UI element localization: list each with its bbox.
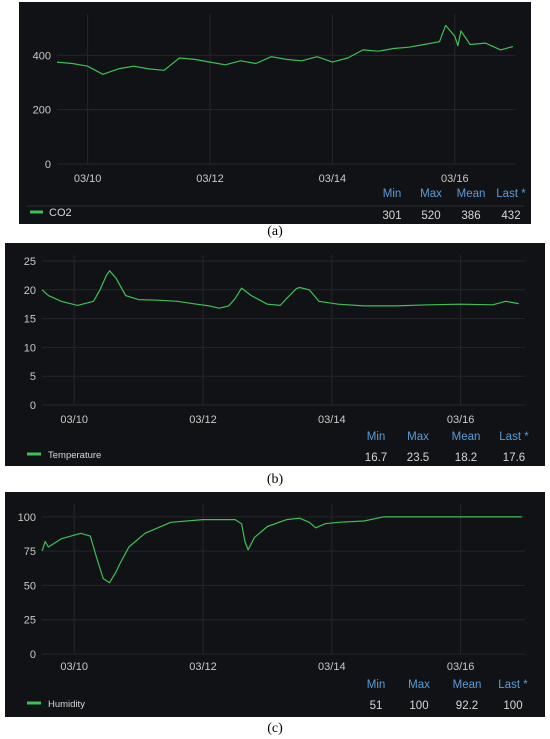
stat-value: 100: [409, 700, 428, 712]
y-tick-label: 50: [24, 580, 36, 592]
x-tick-label: 03/16: [447, 661, 475, 673]
chart-humidity-svg: 0 25 50 75 100 03/10 03/12 03/14 03/16 Min Max Mean…: [18, 504, 528, 712]
stat-value: 386: [461, 210, 480, 222]
chart-panel-humidity: 0 25 50 75 100 03/10 03/12 03/14 03/16 Min Max Mean…: [5, 492, 545, 717]
y-tick-label: 0: [30, 400, 36, 412]
x-tick-label: 03/14: [318, 414, 346, 426]
caption-b: (b): [266, 472, 284, 487]
chart-co2-svg: 0 200 400 03/10 03/12 03/14 03/16 Min Max Mean Las…: [27, 14, 526, 222]
series-line-humidity: [41, 516, 522, 584]
x-tick-label: 03/12: [189, 661, 217, 673]
caption-a: (a): [267, 224, 283, 239]
y-tick-label: 100: [18, 512, 36, 524]
chart-panel-temperature: 0 5 10 15 20 25 03/10 03/12 03/14 03/16 Min Max Mean…: [5, 243, 545, 466]
stat-header[interactable]: Last *: [498, 679, 528, 691]
y-tick-label: 25: [24, 615, 36, 627]
stat-header[interactable]: Max: [407, 431, 429, 443]
y-tick-label: 75: [24, 546, 36, 558]
stat-value: 301: [382, 210, 401, 222]
stat-value: 432: [501, 210, 520, 222]
stat-header[interactable]: Min: [383, 188, 402, 200]
series-line-co2: [56, 24, 514, 75]
x-tick-label: 03/14: [319, 173, 347, 185]
stat-header[interactable]: Max: [408, 679, 430, 691]
legend-label[interactable]: Temperature: [48, 450, 101, 461]
stat-header[interactable]: Max: [420, 188, 442, 200]
y-tick-label: 25: [24, 256, 36, 268]
stat-value: 51: [370, 700, 383, 712]
stat-header[interactable]: Mean: [453, 679, 482, 691]
y-tick-label: 0: [30, 649, 36, 661]
y-tick-label: 0: [45, 159, 51, 171]
stat-value: 16.7: [365, 452, 387, 464]
x-tick-label: 03/14: [318, 661, 346, 673]
x-tick-label: 03/16: [447, 414, 475, 426]
legend-label[interactable]: Humidity: [48, 699, 85, 710]
y-tick-label: 10: [24, 342, 36, 354]
x-tick-label: 03/10: [60, 661, 88, 673]
chart-temperature-svg: 0 5 10 15 20 25 03/10 03/12 03/14 03/16 Min Max Mean…: [24, 255, 529, 464]
y-tick-label: 20: [24, 285, 36, 297]
stat-header[interactable]: Last *: [499, 431, 529, 443]
y-tick-label: 5: [30, 371, 36, 383]
stat-value: 23.5: [407, 452, 429, 464]
stat-value: 17.6: [503, 452, 525, 464]
y-tick-label: 400: [33, 50, 51, 62]
legend-label[interactable]: CO2: [49, 207, 72, 219]
stat-header[interactable]: Min: [367, 679, 386, 691]
x-tick-label: 03/10: [74, 173, 102, 185]
stat-value: 520: [421, 210, 440, 222]
stat-header[interactable]: Mean: [452, 431, 481, 443]
stat-value: 18.2: [455, 452, 477, 464]
y-tick-label: 15: [24, 314, 36, 326]
stat-header[interactable]: Last *: [496, 188, 526, 200]
x-tick-label: 03/10: [60, 414, 88, 426]
chart-panel-co2: 0 200 400 03/10 03/12 03/14 03/16 Min Max Mean Las…: [19, 2, 531, 224]
stat-header[interactable]: Min: [367, 431, 386, 443]
x-tick-label: 03/16: [441, 173, 469, 185]
x-tick-label: 03/12: [196, 173, 224, 185]
stat-header[interactable]: Mean: [457, 188, 486, 200]
stat-value: 100: [503, 700, 522, 712]
caption-c: (c): [267, 721, 283, 736]
y-tick-label: 200: [33, 105, 51, 117]
series-line-temperature: [41, 270, 519, 309]
stat-value: 92.2: [456, 700, 478, 712]
x-tick-label: 03/12: [189, 414, 217, 426]
